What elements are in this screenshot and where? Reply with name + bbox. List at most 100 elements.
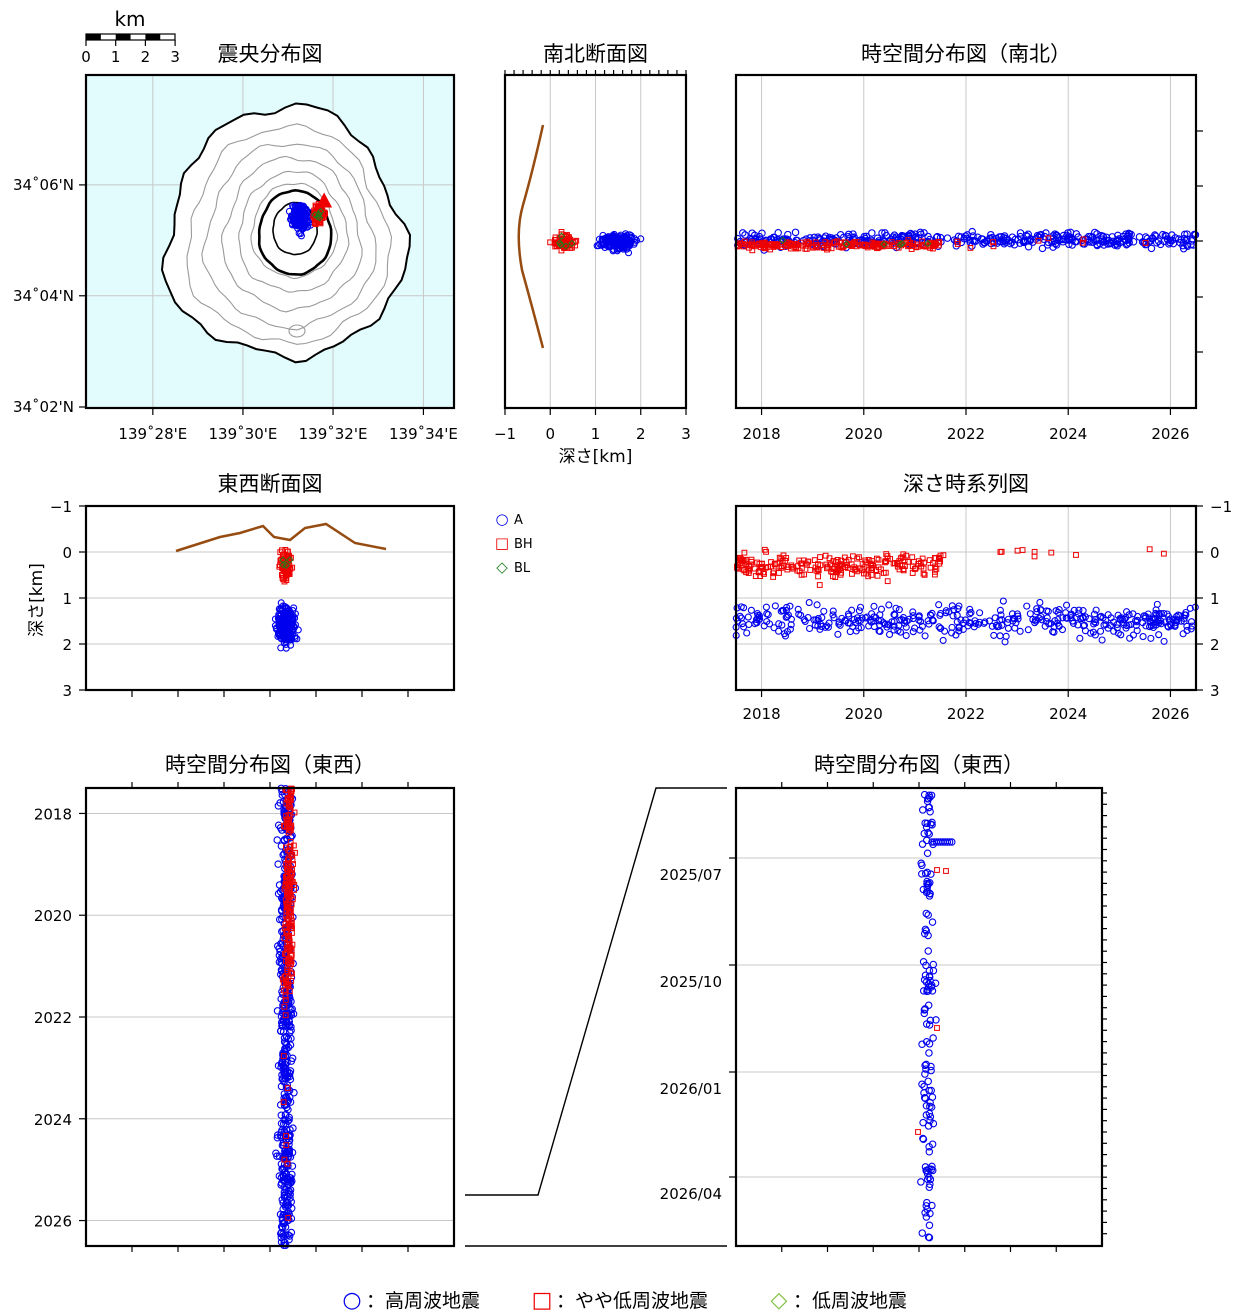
marker-a bbox=[1187, 625, 1195, 633]
marker-bh bbox=[768, 559, 774, 565]
marker-bh bbox=[823, 561, 830, 568]
marker-a bbox=[835, 618, 843, 626]
scale-bar-segment bbox=[145, 34, 161, 40]
marker-bh bbox=[828, 245, 835, 252]
marker-bl bbox=[568, 239, 576, 248]
marker-bh bbox=[285, 1214, 292, 1221]
marker-a bbox=[1125, 229, 1133, 238]
marker-a bbox=[1068, 241, 1077, 249]
marker-a bbox=[996, 632, 1004, 640]
marker-a bbox=[926, 976, 934, 985]
marker-bh bbox=[844, 562, 851, 568]
marker-bh bbox=[1160, 550, 1167, 557]
marker-a bbox=[863, 613, 871, 621]
marker-bh bbox=[277, 549, 284, 556]
marker-bh bbox=[288, 923, 294, 930]
marker-a bbox=[770, 624, 778, 632]
scale-bar-tick-label: 3 bbox=[170, 48, 180, 66]
marker-a bbox=[925, 1109, 934, 1118]
marker-a bbox=[1147, 634, 1155, 642]
marker-a bbox=[929, 1034, 937, 1042]
marker-a bbox=[924, 1122, 933, 1130]
marker-a bbox=[1156, 611, 1164, 619]
scale-bar-tick-label: 2 bbox=[141, 48, 151, 66]
marker-a bbox=[621, 232, 629, 240]
st-ew-year-label: 2020 bbox=[34, 907, 72, 925]
marker-a bbox=[279, 1165, 287, 1173]
marker-bh bbox=[282, 997, 289, 1003]
marker-a bbox=[1087, 238, 1096, 246]
marker-bh bbox=[283, 881, 289, 888]
marker-a bbox=[1153, 238, 1161, 247]
marker-bh bbox=[287, 871, 293, 878]
ew-depth-tick-label: −1 bbox=[50, 498, 72, 516]
marker-a bbox=[923, 819, 931, 828]
marker-a bbox=[1120, 621, 1128, 629]
marker-a bbox=[921, 1208, 929, 1217]
marker-a bbox=[948, 602, 956, 610]
marker-a bbox=[1063, 231, 1071, 240]
marker-bh bbox=[932, 241, 939, 247]
marker-a bbox=[1134, 612, 1142, 621]
st-ew-year-label: 2024 bbox=[34, 1111, 72, 1129]
legend-symbol-2: ◇ bbox=[771, 1288, 788, 1313]
marker-a bbox=[1031, 616, 1039, 624]
marker-a bbox=[890, 617, 898, 626]
ns-depth-axis-label: 深さ[km] bbox=[559, 447, 633, 467]
marker-a bbox=[943, 838, 952, 846]
marker-a bbox=[920, 929, 929, 938]
marker-a bbox=[291, 621, 299, 629]
marker-a bbox=[1161, 231, 1170, 240]
marker-a bbox=[603, 234, 611, 242]
marker-bh bbox=[1045, 235, 1052, 242]
marker-bh bbox=[884, 578, 891, 585]
marker-a bbox=[298, 222, 306, 230]
map-lat-label: 34˚04'N bbox=[13, 287, 74, 305]
marker-a bbox=[928, 1162, 936, 1171]
marker-a bbox=[1037, 606, 1045, 614]
marker-a bbox=[926, 1116, 934, 1125]
marker-a bbox=[1145, 614, 1154, 622]
marker-a bbox=[987, 230, 995, 239]
marker-a bbox=[1147, 244, 1156, 253]
marker-a bbox=[856, 603, 865, 611]
ns-depth-tick-label: 1 bbox=[591, 425, 601, 443]
marker-a bbox=[928, 987, 937, 995]
topographic-contour bbox=[238, 170, 350, 293]
marker-a bbox=[1102, 233, 1111, 242]
marker-a bbox=[281, 1048, 289, 1056]
ew-depth-axis-label: 深さ[km] bbox=[27, 563, 47, 637]
marker-a bbox=[745, 620, 753, 629]
scale-bar-segment bbox=[115, 34, 131, 40]
marker-a bbox=[285, 1116, 293, 1124]
st-ew-year-label: 2026 bbox=[34, 1213, 72, 1231]
marker-a bbox=[914, 234, 923, 242]
marker-a bbox=[1092, 619, 1100, 627]
marker-a bbox=[752, 615, 761, 624]
marker-a bbox=[890, 626, 898, 634]
marker-a bbox=[937, 624, 945, 632]
marker-a bbox=[825, 619, 833, 627]
legend-label: ：低周波地震 bbox=[793, 1290, 907, 1312]
marker-a bbox=[922, 1202, 931, 1210]
marker-bh bbox=[742, 556, 749, 563]
marker-a bbox=[949, 612, 957, 620]
marker-a bbox=[945, 838, 954, 846]
marker-a bbox=[855, 607, 863, 615]
marker-bh bbox=[285, 937, 292, 944]
marker-a bbox=[924, 879, 933, 888]
marker-a bbox=[969, 236, 977, 245]
marker-a bbox=[805, 624, 814, 633]
marker-a bbox=[918, 840, 927, 848]
marker-a bbox=[939, 636, 947, 644]
marker-a bbox=[755, 232, 764, 241]
marker-a bbox=[942, 607, 950, 615]
marker-a bbox=[909, 612, 917, 620]
marker-a bbox=[920, 790, 929, 799]
marker-bh bbox=[289, 851, 296, 858]
marker-a bbox=[881, 229, 889, 237]
marker-a bbox=[937, 609, 945, 618]
marker-a bbox=[275, 944, 283, 953]
scale-bar-tick-label: 0 bbox=[81, 48, 91, 66]
marker-a bbox=[1132, 621, 1140, 629]
